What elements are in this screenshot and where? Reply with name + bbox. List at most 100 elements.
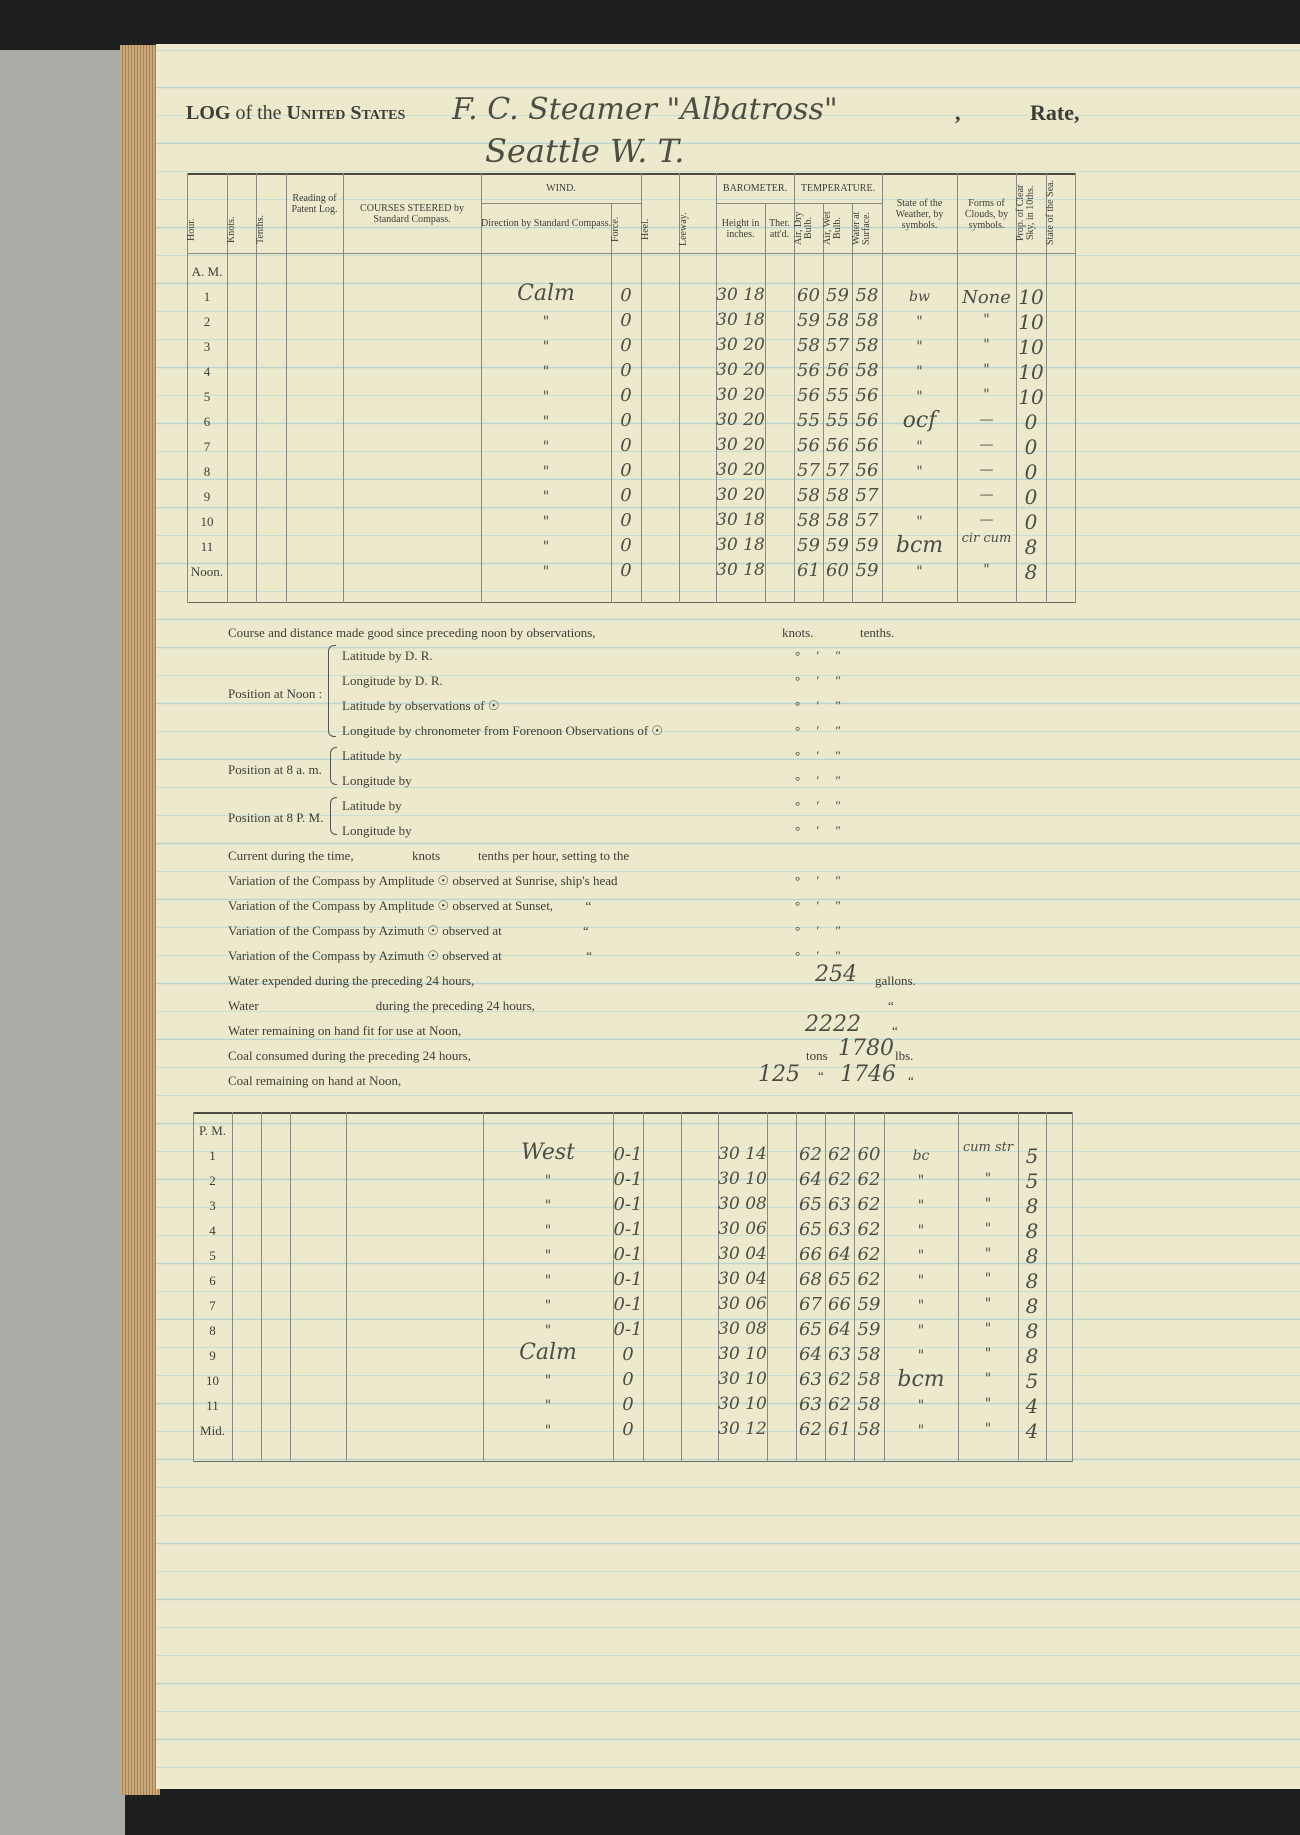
dry-bulb-cell: 68: [799, 1269, 822, 1290]
water-temp-cell: 58: [857, 1419, 881, 1440]
column-rule: [643, 1112, 644, 1462]
header-tenths: Tenths.: [255, 214, 266, 245]
wet-bulb-cell: 58: [826, 310, 849, 331]
wet-bulb-cell: 62: [828, 1144, 851, 1165]
weather-cell: ": [917, 1298, 925, 1314]
wet-bulb-cell: 62: [828, 1169, 851, 1190]
dry-bulb-cell: 58: [797, 335, 820, 356]
water-temp-cell: 56: [855, 410, 879, 431]
header-water: Water at Surface.: [851, 211, 872, 245]
wind-direction-cell: ": [542, 364, 550, 380]
barometer-height-cell: 30 18: [716, 535, 765, 555]
book-cover-board: [0, 50, 125, 1835]
wind-force-cell: 0: [620, 410, 632, 431]
wet-bulb-cell: 55: [826, 410, 849, 431]
water-temp-cell: 59: [855, 535, 879, 556]
barometer-height-cell: 30 18: [716, 560, 765, 580]
wind-force-cell: 0: [620, 285, 632, 306]
wind-direction-cell: ": [542, 414, 550, 430]
column-rule: [957, 173, 958, 603]
column-rule: [343, 173, 344, 603]
hour-cell: 6: [209, 1273, 216, 1288]
dry-bulb-cell: 59: [797, 310, 820, 331]
wind-force-cell: 0: [620, 560, 632, 581]
wind-force-cell: 0: [620, 360, 632, 381]
wind-force-cell: 0: [620, 460, 632, 481]
wind-direction-cell: ": [544, 1273, 552, 1289]
clouds-cell: cum str: [962, 1140, 1014, 1155]
header-dry: Air, Dry Bulb.: [793, 211, 814, 245]
water-expended-value: 254: [815, 962, 857, 987]
dry-bulb-cell: 64: [799, 1344, 822, 1365]
noon-item: Latitude by observations of ☉: [342, 698, 500, 713]
current-tail: tenths per hour, setting to the: [478, 848, 630, 863]
weather-cell: ": [917, 1248, 925, 1264]
water-temp-cell: 62: [857, 1269, 881, 1290]
wet-bulb-cell: 58: [826, 485, 849, 506]
wind-force-cell: 0: [622, 1419, 634, 1440]
water-temp-cell: 56: [855, 460, 879, 481]
dry-bulb-cell: 67: [799, 1294, 822, 1315]
barometer-height-cell: 30 10: [718, 1344, 767, 1364]
clouds-cell: ": [984, 1221, 992, 1237]
wind-direction-cell: West: [521, 1140, 575, 1165]
dry-bulb-cell: 61: [797, 560, 820, 581]
baro-temp-rule: [716, 203, 882, 204]
water-temp-cell: 56: [855, 385, 879, 406]
hour-cell: 10: [206, 1373, 219, 1388]
weather-cell: ": [916, 339, 923, 355]
weather-cell: ": [917, 1198, 925, 1214]
clouds-cell: ": [984, 1296, 992, 1312]
wind-force-cell: 0: [620, 435, 632, 456]
header-wind: WIND.: [546, 183, 576, 194]
hour-cell: 11: [200, 539, 214, 554]
dry-bulb-cell: 56: [797, 435, 820, 456]
column-rule: [794, 173, 795, 603]
column-rule: [1046, 1112, 1047, 1462]
clouds-cell: ": [984, 1171, 992, 1187]
wind-direction-cell: ": [542, 489, 550, 505]
am8-brace: [330, 747, 337, 785]
column-rule: [481, 173, 482, 603]
hour-cell: 1: [203, 289, 211, 304]
column-rule: [796, 1112, 797, 1462]
header-patent-log: Reading of Patent Log.: [291, 193, 338, 215]
wind-direction-cell: ": [544, 1398, 552, 1414]
wet-bulb-cell: 56: [826, 435, 849, 456]
header-comma: ,: [955, 100, 961, 125]
clear-sky-cell: 8: [1025, 1344, 1039, 1368]
dry-bulb-cell: 59: [797, 535, 820, 556]
water-temp-cell: 62: [857, 1244, 881, 1265]
clouds-cell: —: [979, 437, 994, 453]
dms-marks: ° ′ ″: [795, 873, 841, 888]
weather-cell: ": [916, 514, 923, 530]
clear-sky-cell: 5: [1025, 1144, 1039, 1168]
wind-direction-cell: ": [542, 339, 550, 355]
barometer-height-cell: 30 10: [718, 1394, 767, 1414]
wind-direction-cell: ": [544, 1298, 552, 1314]
weather-cell: bcm: [895, 533, 944, 558]
clear-sky-cell: 8: [1025, 1319, 1039, 1343]
header-clouds: Forms of Clouds, by symbols.: [964, 198, 1009, 231]
water-temp-cell: 58: [857, 1369, 881, 1390]
wet-bulb-cell: 63: [828, 1219, 851, 1240]
weather-cell: ": [916, 439, 923, 455]
water-temp-cell: 58: [855, 360, 879, 381]
wet-bulb-cell: 59: [826, 285, 849, 306]
clear-sky-cell: 10: [1018, 360, 1044, 384]
wind-force-cell: 0: [620, 310, 632, 331]
noon-brace: [328, 645, 336, 737]
water-line: Water during the preceding 24 hours,: [228, 998, 535, 1013]
water-temp-cell: 58: [857, 1344, 881, 1365]
column-rule: [825, 1112, 826, 1462]
wet-bulb-cell: 66: [828, 1294, 851, 1315]
wet-bulb-cell: 59: [826, 535, 849, 556]
wind-direction-cell: ": [544, 1173, 552, 1189]
column-rule: [193, 1112, 194, 1462]
water-temp-cell: 62: [857, 1194, 881, 1215]
wind-direction-cell: ": [542, 464, 550, 480]
wind-force-cell: 0: [620, 385, 632, 406]
barometer-height-cell: 30 10: [718, 1369, 767, 1389]
weather-cell: ": [916, 564, 923, 580]
clear-sky-cell: 8: [1025, 1194, 1039, 1218]
